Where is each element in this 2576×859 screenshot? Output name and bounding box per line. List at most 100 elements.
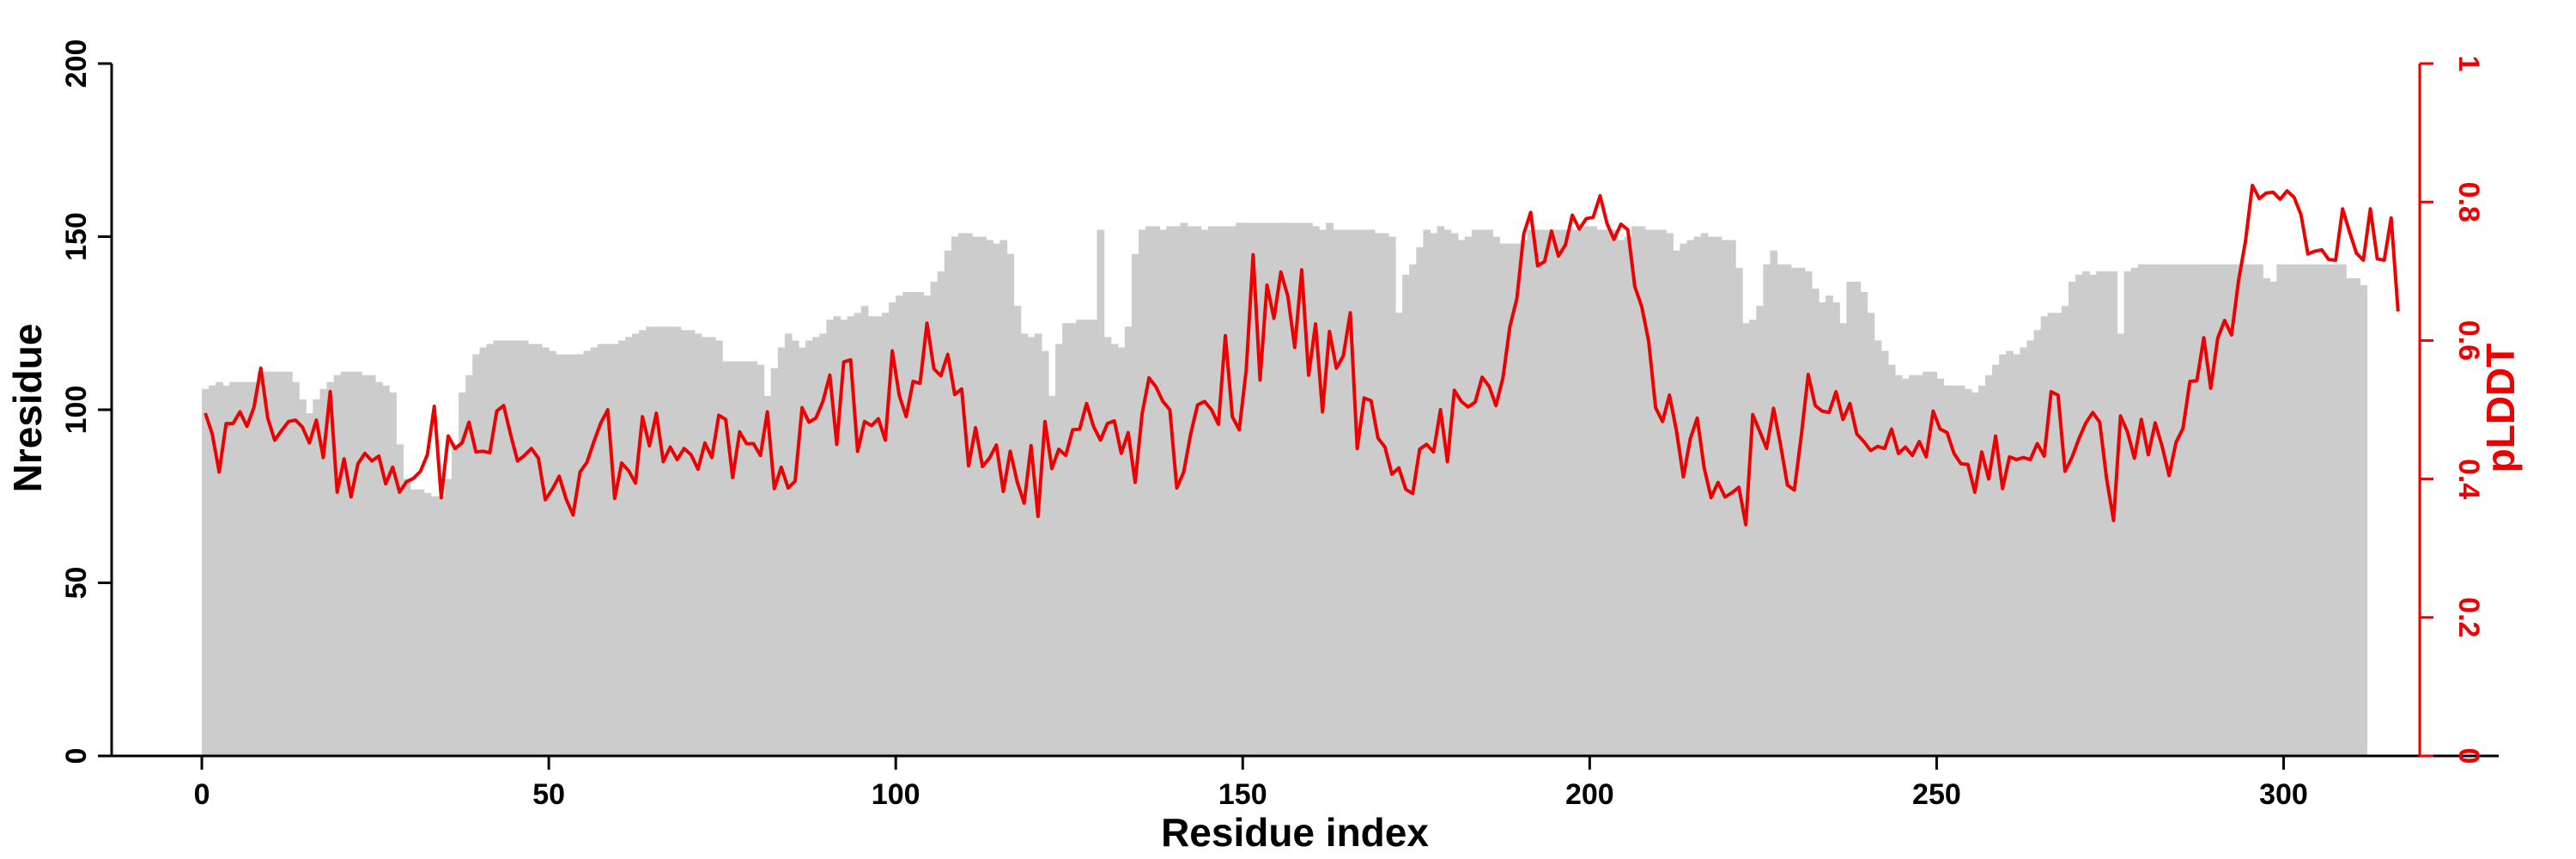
bar [944, 250, 952, 756]
x-tick-label: 150 [1218, 778, 1267, 811]
bar [1637, 226, 1646, 756]
bar [2332, 264, 2340, 756]
bar [257, 371, 265, 756]
bar [1631, 226, 1639, 756]
bar [2089, 274, 2097, 757]
bar [1187, 226, 1195, 756]
bar [2186, 264, 2195, 756]
bar [2346, 277, 2354, 756]
x-tick-label: 250 [1912, 778, 1961, 811]
bar [556, 354, 563, 756]
bar [1583, 226, 1590, 756]
bar [1013, 306, 1022, 757]
bar [1811, 288, 1820, 756]
bar [1069, 323, 1077, 756]
bar [957, 233, 966, 757]
bar [867, 316, 876, 756]
bar [617, 340, 626, 756]
bar [1770, 250, 1778, 756]
bar [882, 313, 890, 756]
bar [1936, 378, 1945, 756]
bar [1173, 226, 1182, 756]
bar [479, 347, 487, 756]
bar [2117, 333, 2125, 756]
bar [306, 413, 313, 756]
bar [277, 371, 286, 756]
bar [437, 496, 446, 756]
bar [979, 236, 987, 756]
bar [493, 340, 501, 756]
bar [513, 340, 522, 756]
bar [986, 240, 993, 756]
bar [2227, 264, 2236, 756]
bar [1797, 267, 1806, 756]
bar [1139, 229, 1146, 756]
y-left-tick-label: 0 [60, 748, 93, 765]
bar [389, 392, 397, 756]
bar [1041, 350, 1049, 756]
bar [2159, 264, 2166, 756]
bar [292, 381, 300, 756]
bar [1471, 229, 1479, 756]
bar [1312, 226, 1320, 756]
bar [1540, 229, 1549, 756]
bar [1249, 222, 1258, 756]
bar [902, 291, 910, 757]
bar [833, 316, 841, 756]
bar [2200, 264, 2208, 756]
bar [229, 381, 238, 756]
y-left-tick-label: 100 [60, 386, 93, 435]
bar [1006, 253, 1015, 756]
bar [1832, 302, 1840, 756]
bar [1263, 222, 1272, 756]
bar [2172, 264, 2180, 756]
bar [972, 236, 980, 756]
x-axis-title: Residue index [1161, 810, 1429, 855]
bar [1562, 229, 1570, 756]
bar [1236, 222, 1243, 756]
y-right-tick-label: 0 [2452, 748, 2485, 765]
bar [403, 478, 411, 756]
bar [930, 281, 939, 756]
bar [2276, 264, 2285, 756]
bar [1027, 337, 1036, 756]
bar [1569, 229, 1577, 756]
bar [382, 385, 390, 756]
bar [2047, 313, 2056, 756]
bar [2207, 264, 2215, 756]
bar [1527, 229, 1535, 756]
bar [1270, 222, 1279, 756]
bar [2144, 264, 2153, 756]
bar [1513, 243, 1522, 756]
bar [1950, 385, 1959, 756]
bar [889, 302, 896, 756]
y-right-tick-label: 1 [2452, 56, 2485, 72]
bar [416, 489, 425, 756]
bar [1826, 295, 1833, 756]
bar [965, 233, 973, 757]
bar [1860, 291, 1868, 757]
bar [1402, 274, 1410, 757]
bar [1291, 222, 1299, 756]
bar [1083, 320, 1091, 756]
bar [1978, 385, 1986, 756]
bar [1062, 323, 1070, 756]
bar [1152, 226, 1160, 756]
bar [1297, 222, 1306, 756]
bar [937, 271, 945, 756]
bar [708, 337, 716, 756]
bar [1603, 229, 1612, 756]
bar [1034, 333, 1042, 756]
bar [264, 371, 272, 756]
bar [590, 347, 598, 756]
bar [1887, 364, 1896, 756]
x-tick-label: 300 [2259, 778, 2308, 811]
bar [736, 361, 744, 756]
bar [1166, 226, 1175, 756]
bar [340, 371, 349, 756]
bar [500, 340, 508, 756]
bar [763, 395, 772, 756]
bar [368, 375, 376, 756]
bar [2103, 271, 2111, 756]
bar [1735, 267, 1743, 756]
